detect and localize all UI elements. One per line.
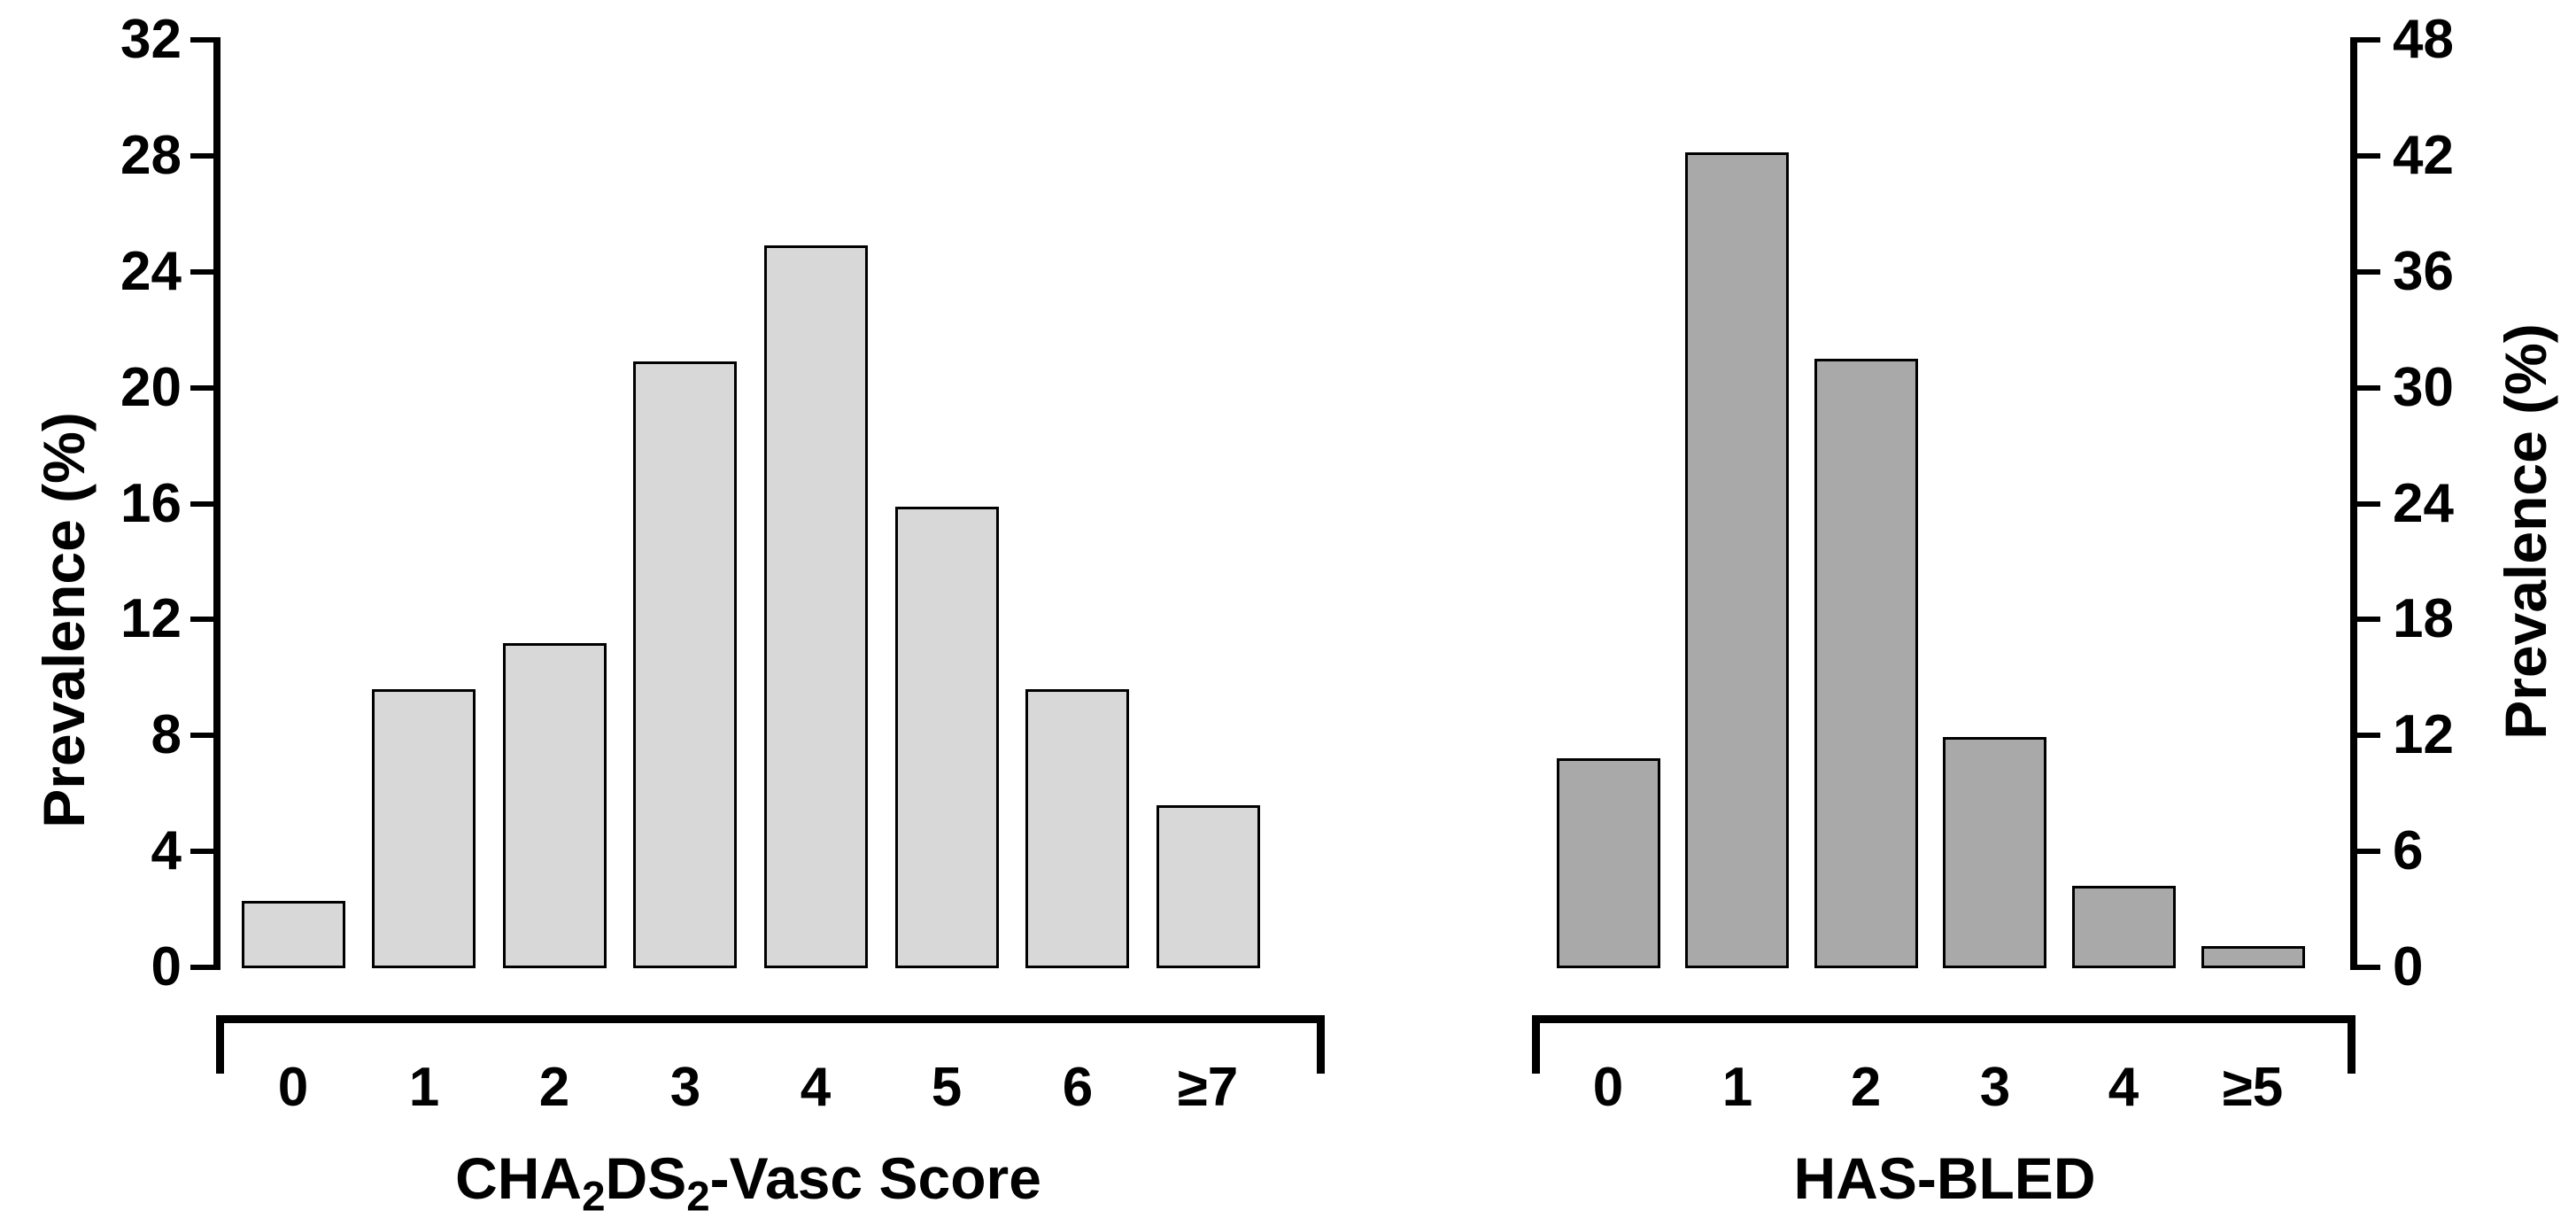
hasbled-y-axis-tick xyxy=(2352,37,2380,43)
chadsvasc-y-axis-tick xyxy=(190,965,219,970)
chadsvasc-x-axis-title-part: -Vasc Score xyxy=(709,1145,1041,1211)
hasbled-y-axis-title: Prevalence (%) xyxy=(2493,323,2558,740)
chadsvasc-x-tick-label: 2 xyxy=(538,1057,570,1118)
chadsvasc-y-axis-tick xyxy=(190,37,219,43)
hasbled-bar-1 xyxy=(1685,152,1789,968)
hasbled-bar-3 xyxy=(1943,737,2046,968)
hasbled-y-axis-tick xyxy=(2352,965,2380,970)
chadsvasc-x-axis-bracket-end xyxy=(216,1015,224,1074)
chadsvasc-y-tick-label: 12 xyxy=(120,588,182,650)
chadsvasc-y-axis-tick xyxy=(190,733,219,739)
chadsvasc-y-axis-tick xyxy=(190,500,219,507)
hasbled-y-tick-label: 42 xyxy=(2393,124,2454,186)
chadsvasc-y-axis-tick xyxy=(190,384,219,391)
hasbled-bar-≥5 xyxy=(2201,946,2305,968)
hasbled-y-tick-label: 18 xyxy=(2393,588,2454,650)
chadsvasc-x-tick-label: 1 xyxy=(408,1057,440,1118)
hasbled-y-axis-tick xyxy=(2352,733,2380,739)
chadsvasc-x-tick-label: 4 xyxy=(800,1057,832,1118)
hasbled-y-tick-label: 6 xyxy=(2393,820,2424,882)
hasbled-x-tick-label: 1 xyxy=(1721,1057,1753,1118)
chadsvasc-y-tick-label: 24 xyxy=(120,240,182,302)
chadsvasc-y-axis-tick xyxy=(190,152,219,159)
chadsvasc-bar-6 xyxy=(1025,689,1129,968)
chadsvasc-y-tick-label: 32 xyxy=(120,9,182,70)
hasbled-y-axis-tick xyxy=(2352,152,2380,159)
hasbled-y-axis-tick xyxy=(2352,384,2380,391)
hasbled-y-axis-tick xyxy=(2352,849,2380,855)
hasbled-x-axis-title: HAS-BLED xyxy=(1794,1145,2096,1212)
chadsvasc-bar-1 xyxy=(372,689,476,968)
chadsvasc-y-tick-label: 4 xyxy=(151,820,182,882)
chadsvasc-y-tick-label: 16 xyxy=(120,472,182,534)
chadsvasc-x-tick-label: 3 xyxy=(669,1057,701,1118)
hasbled-x-tick-label: 3 xyxy=(1979,1057,2011,1118)
chadsvasc-x-tick-label: 6 xyxy=(1062,1057,1094,1118)
chadsvasc-y-axis-tick xyxy=(190,617,219,623)
hasbled-y-tick-label: 0 xyxy=(2393,936,2424,997)
hasbled-y-tick-label: 12 xyxy=(2393,704,2454,766)
hasbled-x-tick-label: 2 xyxy=(1850,1057,1882,1118)
hasbled-y-axis-tick xyxy=(2352,500,2380,507)
chadsvasc-bar-5 xyxy=(895,507,999,968)
chadsvasc-bar-0 xyxy=(242,901,345,968)
chadsvasc-bar-3 xyxy=(633,361,737,968)
hasbled-y-axis-tick xyxy=(2352,617,2380,623)
hasbled-x-tick-label: ≥5 xyxy=(2222,1057,2284,1118)
chadsvasc-y-tick-label: 8 xyxy=(151,704,182,766)
chadsvasc-y-tick-label: 28 xyxy=(120,124,182,186)
chadsvasc-bar-4 xyxy=(764,245,868,968)
hasbled-y-tick-label: 48 xyxy=(2393,9,2454,70)
hasbled-y-tick-label: 36 xyxy=(2393,240,2454,302)
chadsvasc-x-axis-title: CHA2DS2-Vasc Score xyxy=(455,1145,1041,1221)
hasbled-x-tick-label: 0 xyxy=(1592,1057,1624,1118)
chadsvasc-x-tick-label: 0 xyxy=(277,1057,309,1118)
chadsvasc-x-axis-bracket xyxy=(216,1015,1325,1023)
hasbled-bar-4 xyxy=(2072,886,2176,968)
hasbled-y-tick-label: 24 xyxy=(2393,472,2454,534)
hasbled-bar-2 xyxy=(1814,359,1918,968)
chadsvasc-x-axis-title-part: CHA xyxy=(455,1145,583,1211)
chadsvasc-bar-2 xyxy=(503,643,607,968)
hasbled-x-tick-label: 4 xyxy=(2108,1057,2139,1118)
hasbled-x-axis-title-part: HAS-BLED xyxy=(1793,1145,2096,1211)
hasbled-bar-0 xyxy=(1557,758,1660,968)
chadsvasc-bar-≥7 xyxy=(1156,805,1260,968)
hasbled-x-axis-bracket-end xyxy=(1532,1015,1540,1074)
chadsvasc-y-axis-tick xyxy=(190,849,219,855)
chadsvasc-x-axis-title-part: 2 xyxy=(686,1173,710,1221)
chadsvasc-x-axis-title-part: 2 xyxy=(582,1173,606,1221)
hasbled-x-axis-bracket-end xyxy=(2348,1015,2356,1074)
chadsvasc-x-tick-label: ≥7 xyxy=(1177,1057,1239,1118)
hasbled-x-axis-bracket xyxy=(1532,1015,2356,1023)
hasbled-y-tick-label: 30 xyxy=(2393,356,2454,418)
chadsvasc-y-tick-label: 20 xyxy=(120,356,182,418)
chadsvasc-y-axis-title: Prevalence (%) xyxy=(31,412,97,828)
chadsvasc-x-axis-bracket-end xyxy=(1317,1015,1325,1074)
chadsvasc-y-tick-label: 0 xyxy=(151,936,182,997)
chadsvasc-y-axis-tick xyxy=(190,268,219,275)
chadsvasc-x-tick-label: 5 xyxy=(931,1057,963,1118)
hasbled-y-axis-tick xyxy=(2352,268,2380,275)
chadsvasc-x-axis-title-part: DS xyxy=(605,1145,687,1211)
